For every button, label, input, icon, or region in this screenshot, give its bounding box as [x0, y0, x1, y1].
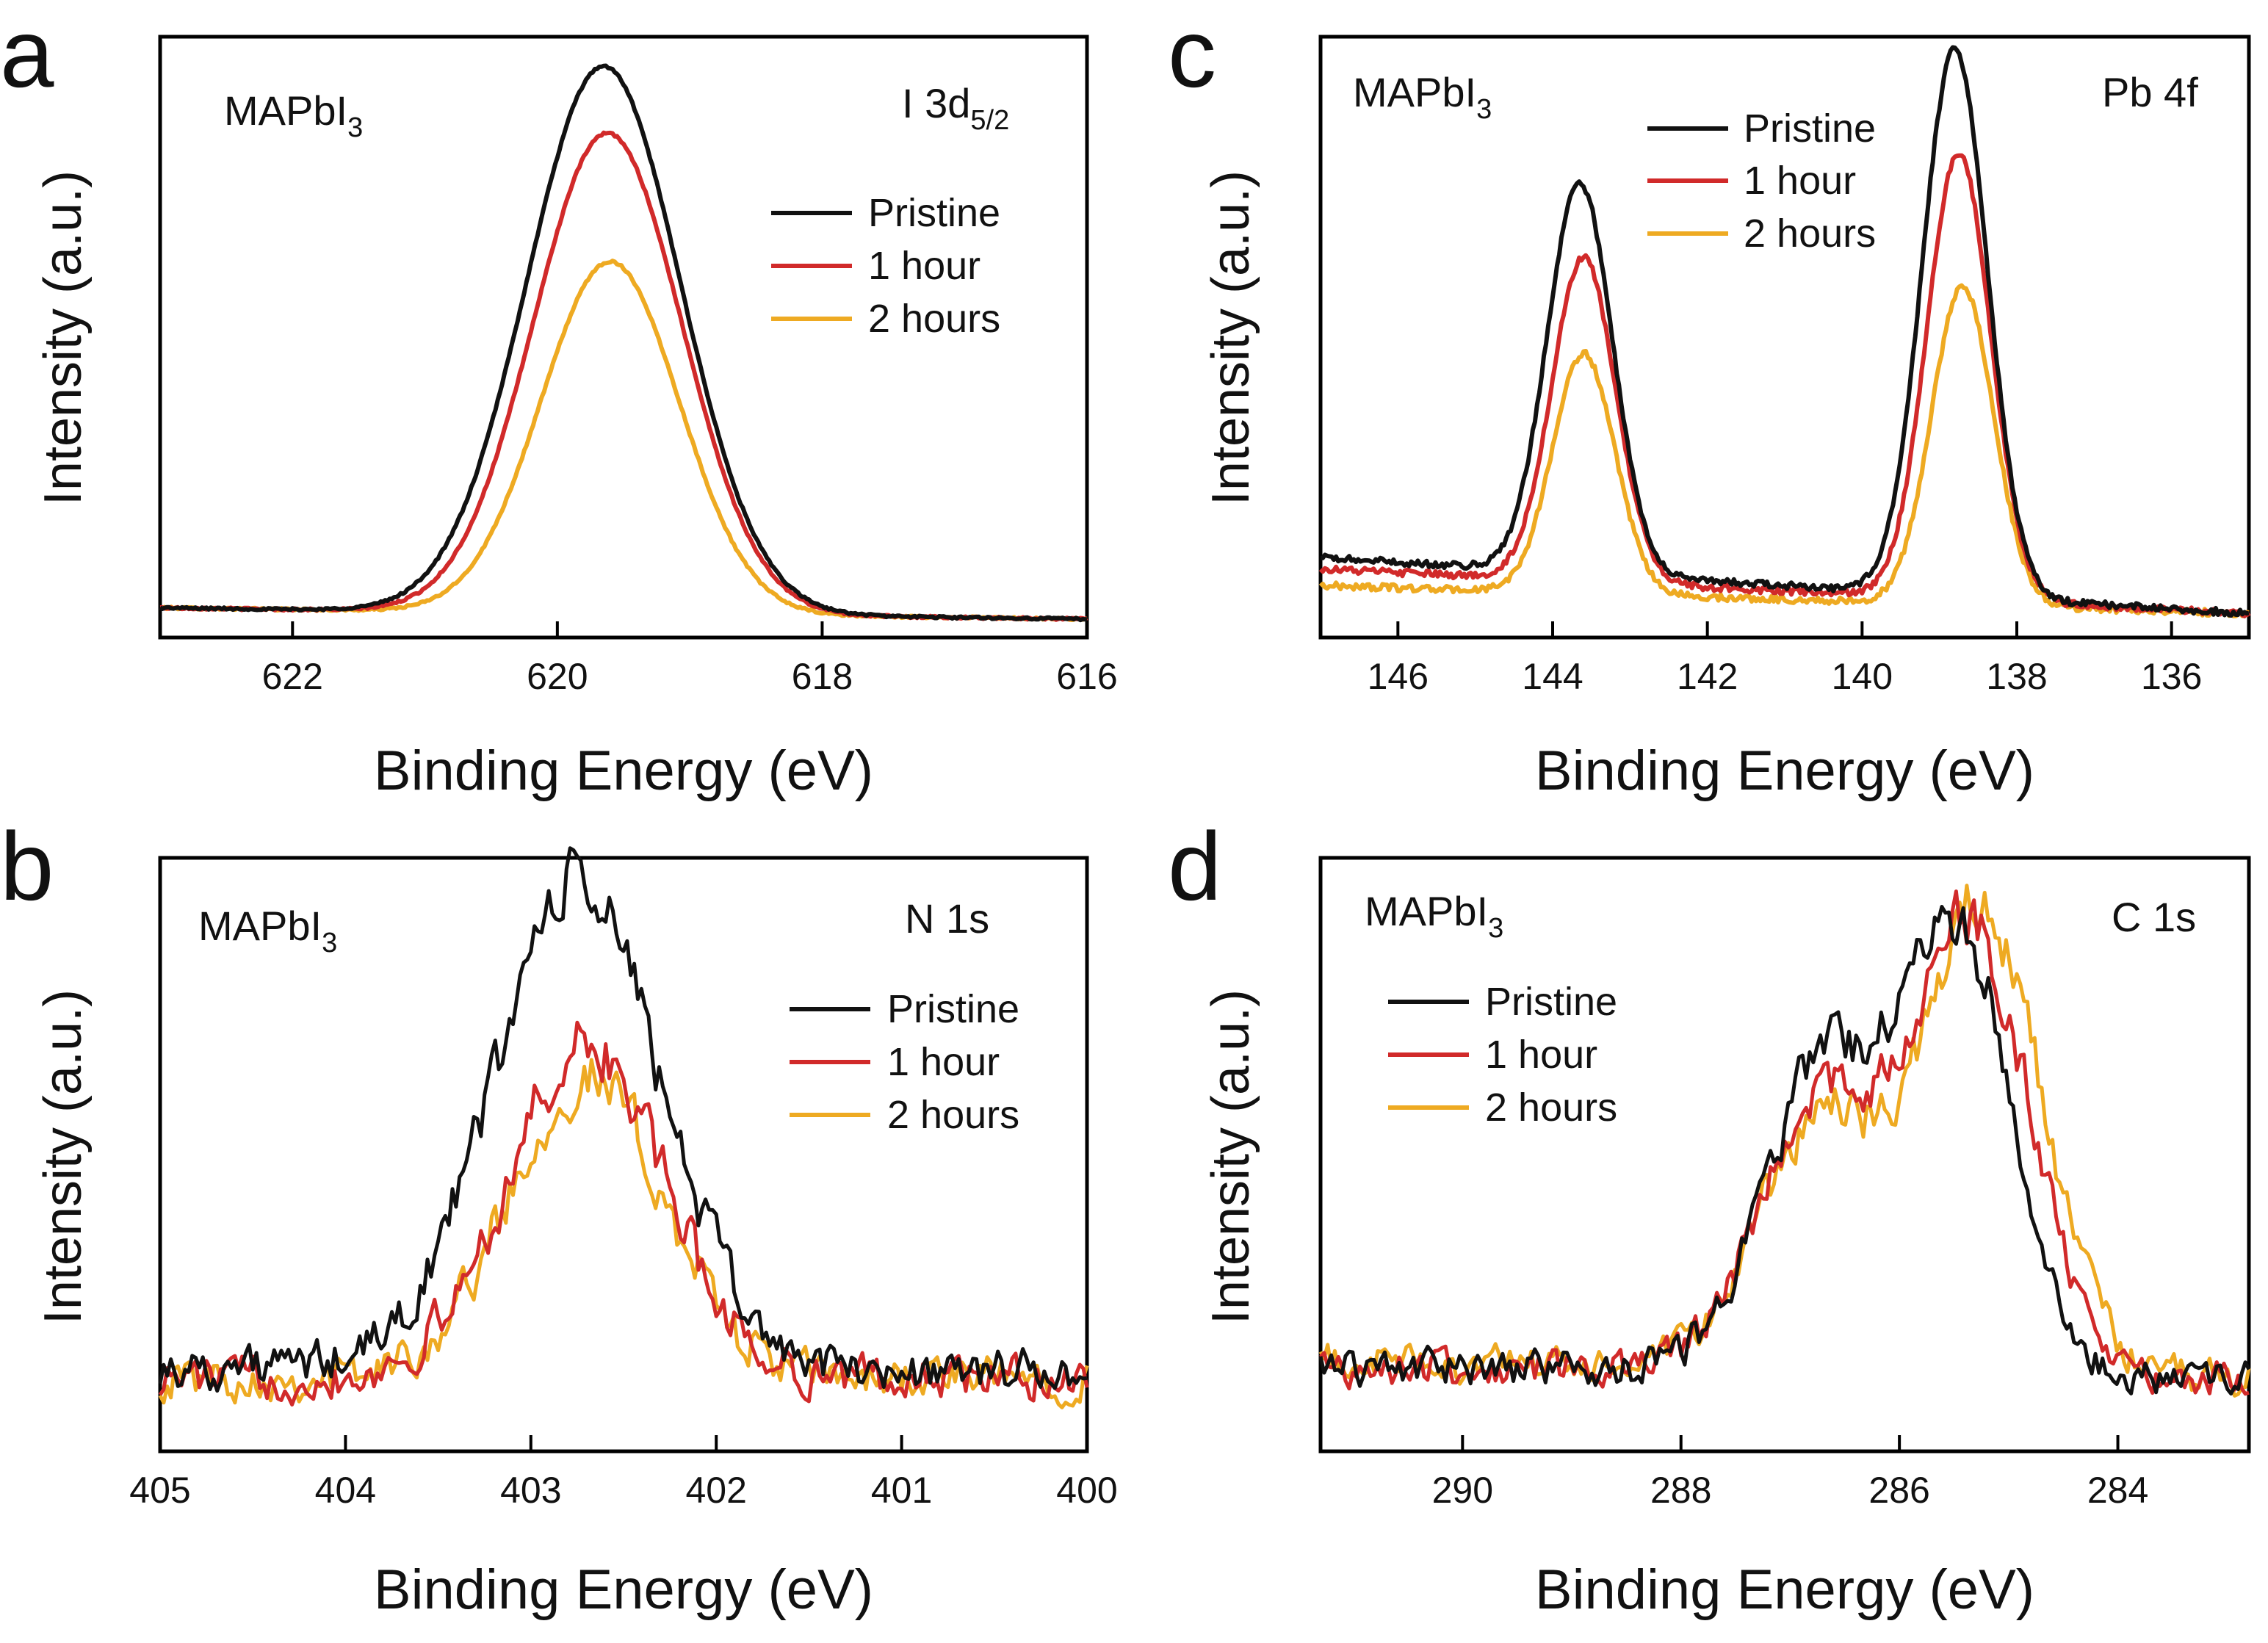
plot-frame-d [1318, 856, 2251, 1454]
plot-frame-c [1318, 35, 2251, 640]
y-axis-title-b: Intensity (a.u.) [34, 989, 93, 1324]
panel-letter-a: a [0, 0, 54, 107]
series-layer-d [1318, 884, 2251, 1398]
x-tick-label-c-136: 136 [2141, 656, 2202, 697]
x-tick-label-d-284: 284 [2087, 1470, 2148, 1511]
panel-c: c Intensity (a.u.) 146 144 142 140 138 136 MA… [1168, 0, 2251, 802]
x-tick-label-c-144: 144 [1522, 656, 1583, 697]
legend-label-pristine-a: Pristine [868, 191, 1000, 235]
sample-label-c: MAPbI3 [1353, 69, 1492, 125]
x-axis-title-a: Binding Energy (eV) [374, 740, 873, 802]
panel-letter-d: d [1168, 812, 1221, 920]
spectrum-title-d: C 1s [2112, 894, 2196, 940]
x-tick-label-d-290: 290 [1432, 1470, 1493, 1511]
panel-letter-b: b [0, 812, 54, 920]
tick-layer-d: 290 288 286 284 [1432, 1435, 2148, 1511]
x-tick-label-b-400: 400 [1056, 1470, 1117, 1511]
x-axis-title-c: Binding Energy (eV) [1535, 740, 2034, 802]
plot-frame-a [158, 35, 1089, 640]
x-tick-label-c-146: 146 [1368, 656, 1429, 697]
plot-frame-b [158, 856, 1089, 1454]
legend-c: Pristine 1 hour 2 hours [1647, 106, 1876, 256]
y-axis-title-c: Intensity (a.u.) [1202, 170, 1260, 505]
x-tick-label-b-401: 401 [871, 1470, 932, 1511]
series-layer-a [159, 63, 1088, 623]
x-tick-label-b-405: 405 [129, 1470, 190, 1511]
y-axis-title-a: Intensity (a.u.) [34, 170, 93, 505]
x-tick-label-c-142: 142 [1677, 656, 1738, 697]
panel-d: d Intensity (a.u.) 290 288 286 284 MAPbI3 C… [1168, 812, 2251, 1621]
x-tick-label-c-138: 138 [1986, 656, 2047, 697]
panel-letter-c: c [1168, 0, 1216, 107]
x-tick-label-c-140: 140 [1832, 656, 1893, 697]
series-line-d-pristine [1318, 905, 2251, 1395]
legend-label-pristine-c: Pristine [1744, 106, 1876, 151]
series-layer-b [158, 846, 1089, 1409]
legend-b: Pristine 1 hour 2 hours [790, 987, 1019, 1137]
x-tick-label-b-404: 404 [315, 1470, 376, 1511]
x-tick-label-a-620: 620 [527, 656, 588, 697]
x-axis-title-b: Binding Energy (eV) [374, 1559, 873, 1621]
series-line-b-1-hour [158, 1020, 1089, 1407]
legend-d: Pristine 1 hour 2 hours [1388, 980, 1617, 1130]
legend-label-2hours-a: 2 hours [868, 297, 1000, 341]
legend-label-2hours-c: 2 hours [1744, 212, 1876, 256]
sample-label-b: MAPbI3 [198, 903, 337, 958]
series-line-a-pristine [159, 63, 1088, 623]
spectrum-title-c: Pb 4f [2102, 69, 2198, 115]
tick-layer-a: 622 620 618 616 [262, 621, 1118, 697]
sample-label-a: MAPbI3 [224, 87, 363, 143]
series-line-c-pristine [1320, 45, 2250, 618]
x-tick-label-d-288: 288 [1650, 1470, 1711, 1511]
legend-label-pristine-d: Pristine [1485, 980, 1617, 1024]
sample-label-d: MAPbI3 [1365, 888, 1503, 944]
legend-label-1hour-c: 1 hour [1744, 159, 1856, 203]
x-tick-label-d-286: 286 [1868, 1470, 1929, 1511]
x-tick-label-a-622: 622 [262, 656, 323, 697]
series-line-b-pristine [158, 846, 1088, 1393]
legend-a: Pristine 1 hour 2 hours [771, 191, 1000, 341]
legend-label-2hours-b: 2 hours [887, 1093, 1019, 1137]
legend-label-1hour-b: 1 hour [887, 1040, 1000, 1084]
series-line-b-2-hours [158, 1058, 1089, 1409]
x-tick-label-a-616: 616 [1056, 656, 1117, 697]
tick-layer-c: 146 144 142 140 138 136 [1368, 621, 2202, 697]
legend-label-pristine-b: Pristine [887, 987, 1019, 1031]
spectrum-title-b: N 1s [905, 895, 989, 942]
x-tick-label-b-403: 403 [500, 1470, 561, 1511]
spectrum-title-a: I 3d5/2 [902, 80, 1009, 136]
panel-a: a Intensity (a.u.) 622 620 618 616 MAPbI3 I… [0, 0, 1118, 802]
x-tick-label-a-618: 618 [792, 656, 853, 697]
tick-layer-b: 405 404 403 402 401 400 [129, 1435, 1118, 1511]
x-tick-label-b-402: 402 [685, 1470, 746, 1511]
panel-b: b Intensity (a.u.) 405 404 403 402 401 400 MA… [0, 812, 1118, 1621]
legend-label-2hours-d: 2 hours [1485, 1086, 1617, 1130]
series-layer-c [1318, 45, 2251, 618]
x-axis-title-d: Binding Energy (eV) [1535, 1559, 2034, 1621]
legend-label-1hour-a: 1 hour [868, 244, 980, 288]
y-axis-title-d: Intensity (a.u.) [1202, 989, 1260, 1324]
legend-label-1hour-d: 1 hour [1485, 1033, 1597, 1077]
